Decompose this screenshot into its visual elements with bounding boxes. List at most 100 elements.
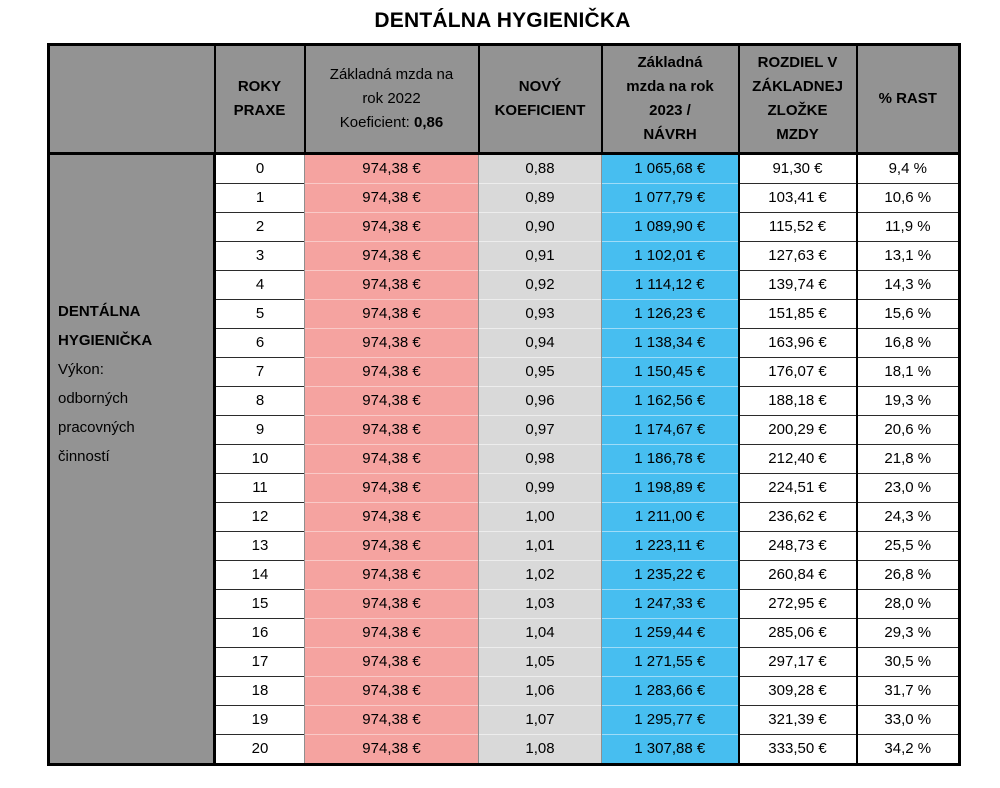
cell-percent-rast: 26,8 % bbox=[856, 560, 960, 590]
cell-roky-praxe: 16 bbox=[214, 618, 305, 648]
table-row: 15 974,38 €1,03 1 247,33 €272,95 €28,0 % bbox=[49, 589, 960, 619]
cell-novy-koeficient: 1,03 bbox=[478, 589, 602, 619]
header-2022-text: Základná mzda na rok 2022 bbox=[329, 66, 454, 107]
cell-percent-rast: 33,0 % bbox=[856, 705, 960, 735]
table-row: 6 974,38 €0,94 1 138,34 €163,96 €16,8 % bbox=[49, 328, 960, 358]
cell-rozdiel: 115,52 € bbox=[738, 212, 858, 242]
cell-percent-rast: 28,0 % bbox=[856, 589, 960, 619]
cell-mzda-2023: 1 150,45 € bbox=[601, 357, 740, 387]
cell-mzda-2022: 974,38 € bbox=[304, 444, 479, 474]
header-percent-rast: % RAST bbox=[855, 43, 961, 155]
cell-mzda-2022: 974,38 € bbox=[304, 357, 479, 387]
table-row: 19 974,38 €1,07 1 295,77 €321,39 €33,0 % bbox=[49, 705, 960, 735]
cell-roky-praxe: 9 bbox=[214, 415, 305, 445]
cell-percent-rast: 14,3 % bbox=[856, 270, 960, 300]
cell-mzda-2023: 1 295,77 € bbox=[601, 705, 740, 735]
cell-novy-koeficient: 0,90 bbox=[478, 212, 602, 242]
cell-novy-koeficient: 0,98 bbox=[478, 444, 602, 474]
cell-rozdiel: 333,50 € bbox=[738, 734, 858, 765]
cell-novy-koeficient: 1,00 bbox=[478, 502, 602, 532]
cell-percent-rast: 20,6 % bbox=[856, 415, 960, 445]
table-row: 14 974,38 €1,02 1 235,22 €260,84 €26,8 % bbox=[49, 560, 960, 590]
cell-novy-koeficient: 0,92 bbox=[478, 270, 602, 300]
cell-rozdiel: 321,39 € bbox=[738, 705, 858, 735]
cell-mzda-2022: 974,38 € bbox=[304, 618, 479, 648]
cell-percent-rast: 23,0 % bbox=[856, 473, 960, 503]
cell-novy-koeficient: 0,93 bbox=[478, 299, 602, 329]
cell-novy-koeficient: 0,96 bbox=[478, 386, 602, 416]
cell-novy-koeficient: 0,89 bbox=[478, 183, 602, 213]
cell-mzda-2022: 974,38 € bbox=[304, 676, 479, 706]
cell-roky-praxe: 18 bbox=[214, 676, 305, 706]
koeficient-value: 0,86 bbox=[414, 114, 444, 131]
cell-rozdiel: 260,84 € bbox=[738, 560, 858, 590]
table-row: 7 974,38 €0,95 1 150,45 €176,07 €18,1 % bbox=[49, 357, 960, 387]
cell-mzda-2022: 974,38 € bbox=[304, 473, 479, 503]
cell-rozdiel: 163,96 € bbox=[738, 328, 858, 358]
table-row: 20 974,38 €1,08 1 307,88 €333,50 €34,2 % bbox=[49, 734, 960, 765]
cell-mzda-2023: 1 283,66 € bbox=[601, 676, 740, 706]
table-row: 9 974,38 €0,97 1 174,67 €200,29 €20,6 % bbox=[49, 415, 960, 445]
cell-mzda-2023: 1 114,12 € bbox=[601, 270, 740, 300]
header-row: ROKY PRAXE Základná mzda na rok 2022 Koe… bbox=[47, 43, 961, 155]
cell-novy-koeficient: 0,91 bbox=[478, 241, 602, 271]
cell-mzda-2022: 974,38 € bbox=[304, 270, 479, 300]
cell-rozdiel: 212,40 € bbox=[738, 444, 858, 474]
header-2022-koeficient: Koeficient: 0,86 bbox=[340, 114, 443, 131]
cell-rozdiel: 91,30 € bbox=[738, 153, 858, 184]
cell-roky-praxe: 1 bbox=[214, 183, 305, 213]
cell-rozdiel: 309,28 € bbox=[738, 676, 858, 706]
salary-table: ROKY PRAXE Základná mzda na rok 2022 Koe… bbox=[47, 43, 961, 766]
cell-roky-praxe: 11 bbox=[214, 473, 305, 503]
cell-rozdiel: 127,63 € bbox=[738, 241, 858, 271]
cell-percent-rast: 34,2 % bbox=[856, 734, 960, 765]
cell-roky-praxe: 8 bbox=[214, 386, 305, 416]
cell-percent-rast: 15,6 % bbox=[856, 299, 960, 329]
cell-roky-praxe: 20 bbox=[214, 734, 305, 765]
table-row: 16 974,38 €1,04 1 259,44 €285,06 €29,3 % bbox=[49, 618, 960, 648]
cell-mzda-2023: 1 307,88 € bbox=[601, 734, 740, 765]
koeficient-label: Koeficient: bbox=[339, 114, 410, 131]
cell-mzda-2023: 1 138,34 € bbox=[601, 328, 740, 358]
cell-mzda-2023: 1 089,90 € bbox=[601, 212, 740, 242]
cell-roky-praxe: 15 bbox=[214, 589, 305, 619]
cell-mzda-2022: 974,38 € bbox=[304, 734, 479, 765]
cell-novy-koeficient: 0,88 bbox=[478, 153, 602, 184]
cell-rozdiel: 200,29 € bbox=[738, 415, 858, 445]
document-sheet: DENTÁLNA HYGIENIČKA ROKY PRAXE Základná … bbox=[47, 9, 961, 766]
cell-percent-rast: 21,8 % bbox=[856, 444, 960, 474]
header-zakladna-mzda-2022: Základná mzda na rok 2022 Koeficient: 0,… bbox=[303, 43, 480, 155]
cell-mzda-2023: 1 211,00 € bbox=[601, 502, 740, 532]
cell-mzda-2023: 1 186,78 € bbox=[601, 444, 740, 474]
table-row: 8 974,38 €0,96 1 162,56 €188,18 €19,3 % bbox=[49, 386, 960, 416]
cell-mzda-2022: 974,38 € bbox=[304, 415, 479, 445]
cell-mzda-2022: 974,38 € bbox=[304, 299, 479, 329]
cell-percent-rast: 19,3 % bbox=[856, 386, 960, 416]
cell-rozdiel: 151,85 € bbox=[738, 299, 858, 329]
cell-percent-rast: 16,8 % bbox=[856, 328, 960, 358]
cell-roky-praxe: 19 bbox=[214, 705, 305, 735]
table-row: DENTÁLNA HYGIENIČKA Výkon: odborných prac… bbox=[48, 153, 960, 765]
cell-percent-rast: 13,1 % bbox=[856, 241, 960, 271]
cell-mzda-2022: 974,38 € bbox=[304, 502, 479, 532]
table-row: 2 974,38 €0,90 1 089,90 €115,52 €11,9 % bbox=[49, 212, 960, 242]
cell-roky-praxe: 5 bbox=[214, 299, 305, 329]
cell-roky-praxe: 10 bbox=[214, 444, 305, 474]
cell-percent-rast: 24,3 % bbox=[856, 502, 960, 532]
cell-novy-koeficient: 0,95 bbox=[478, 357, 602, 387]
cell-percent-rast: 31,7 % bbox=[856, 676, 960, 706]
cell-roky-praxe: 13 bbox=[214, 531, 305, 561]
cell-novy-koeficient: 1,07 bbox=[478, 705, 602, 735]
cell-mzda-2023: 1 162,56 € bbox=[601, 386, 740, 416]
cell-roky-praxe: 2 bbox=[214, 212, 305, 242]
cell-percent-rast: 29,3 % bbox=[856, 618, 960, 648]
row-group-label-subtitle: Výkon: odborných pracovných činností bbox=[58, 361, 135, 465]
table-row: 3 974,38 €0,91 1 102,01 €127,63 €13,1 % bbox=[49, 241, 960, 271]
table-row: 4 974,38 €0,92 1 114,12 €139,74 €14,3 % bbox=[49, 270, 960, 300]
cell-rozdiel: 103,41 € bbox=[738, 183, 858, 213]
cell-novy-koeficient: 1,02 bbox=[478, 560, 602, 590]
cell-mzda-2023: 1 247,33 € bbox=[601, 589, 740, 619]
header-novy-koeficient: NOVÝ KOEFICIENT bbox=[477, 43, 603, 155]
cell-rozdiel: 188,18 € bbox=[738, 386, 858, 416]
cell-rozdiel: 272,95 € bbox=[738, 589, 858, 619]
